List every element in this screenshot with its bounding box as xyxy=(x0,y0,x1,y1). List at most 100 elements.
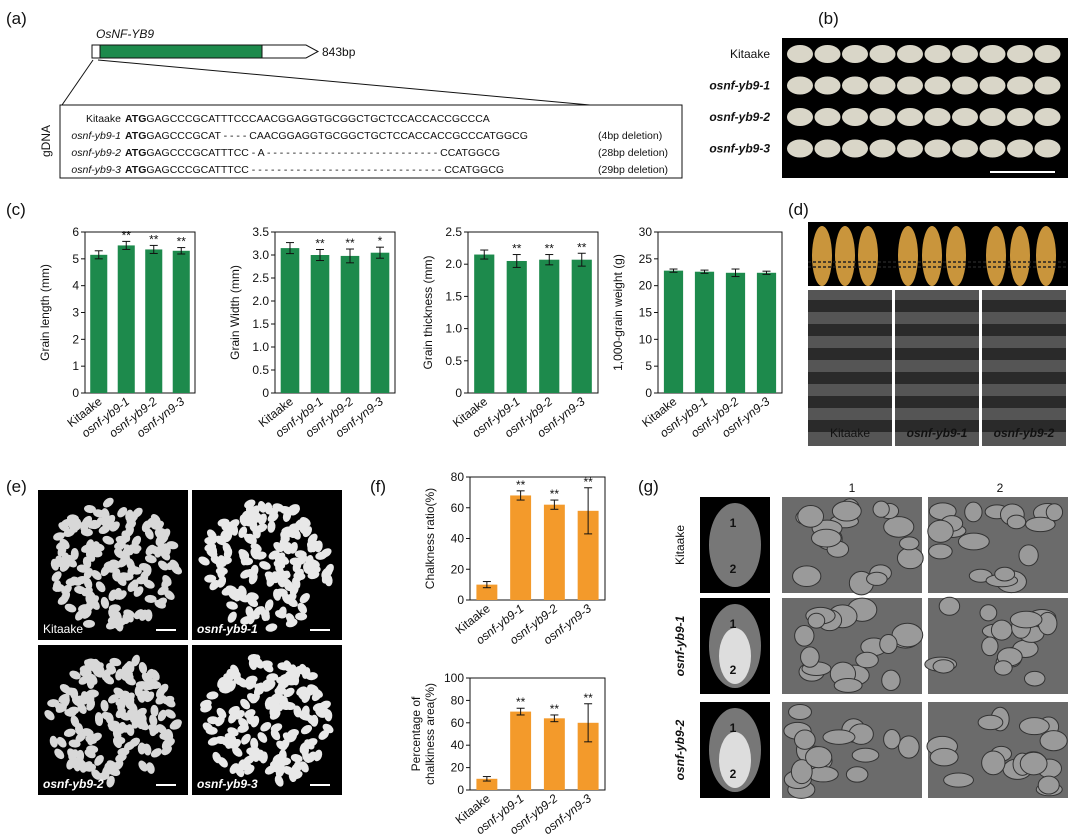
bar xyxy=(340,255,360,393)
grain xyxy=(131,654,140,667)
grain xyxy=(243,755,255,765)
bar xyxy=(725,272,746,393)
significance: ** xyxy=(550,702,560,716)
grain xyxy=(278,570,291,579)
grain xyxy=(90,664,103,673)
hull-ridge xyxy=(895,396,979,408)
granule xyxy=(979,604,998,622)
grain xyxy=(315,708,326,718)
grain xyxy=(267,520,276,533)
y-tick-label: 2 xyxy=(72,332,79,346)
grain xyxy=(106,620,118,630)
y-tick-label: 40 xyxy=(451,532,465,546)
gdna-label: gDNA xyxy=(39,125,53,157)
grain xyxy=(251,512,261,524)
grain xyxy=(260,609,270,621)
grain xyxy=(274,610,287,619)
sequence-rows: Kitaake ATGGAGCCCGCATTTCCCAACGGAGGTGCGGCT… xyxy=(71,113,668,176)
caption: osnf-yb9-1 xyxy=(907,426,968,440)
grain xyxy=(842,108,868,126)
grain xyxy=(149,724,158,737)
grain xyxy=(144,594,157,603)
grain xyxy=(952,45,978,63)
grain xyxy=(84,590,96,600)
hull-ridge xyxy=(808,324,892,336)
grain xyxy=(144,528,154,540)
granule xyxy=(993,660,1013,676)
grain xyxy=(261,679,271,691)
grain xyxy=(100,699,109,712)
bar xyxy=(543,504,565,600)
y-tick-label: 5 xyxy=(645,359,652,373)
granule xyxy=(1039,730,1068,752)
sequence-rest: GAGCCCGCAT - - - - CAACGGAGGTGCGGCTGCTCC… xyxy=(146,130,528,142)
grain xyxy=(204,543,217,552)
grain xyxy=(318,729,329,740)
panel-label: (c) xyxy=(6,200,26,219)
hull-ridge xyxy=(808,300,892,312)
grain xyxy=(108,589,118,601)
grain xyxy=(162,574,172,586)
grain xyxy=(250,715,260,728)
seed xyxy=(946,226,966,286)
grain xyxy=(157,527,169,538)
grain xyxy=(158,560,169,571)
endosperm-sem: 1 2 Kitaake 1 2 osnf-yb9-1 1 2 osnf-yb9-2 1 2 xyxy=(673,481,1068,799)
grain xyxy=(117,506,128,518)
region-label: 2 xyxy=(730,767,737,781)
plot-frame xyxy=(274,231,396,394)
significance: ** xyxy=(315,236,325,250)
granule xyxy=(896,547,924,570)
grain xyxy=(55,555,64,568)
grain xyxy=(75,609,85,621)
grain xyxy=(44,709,55,721)
grain xyxy=(220,530,229,543)
grain-piles: Kitaake osnf-yb9-1 osnf-yb9-2 osnf-yb9-3 xyxy=(38,490,342,795)
y-axis-label: chalkiness area(%) xyxy=(423,683,437,785)
hull-sem: Kitaake osnf-yb9-1 osnf-yb9-2 xyxy=(808,290,1066,446)
grain xyxy=(869,108,896,126)
significance: ** xyxy=(149,232,159,246)
granule xyxy=(1009,610,1043,629)
y-tick-label: 15 xyxy=(639,306,653,320)
grain xyxy=(228,519,240,529)
seed xyxy=(898,226,918,286)
grain xyxy=(101,508,110,521)
grain xyxy=(76,749,85,762)
granule xyxy=(938,596,961,616)
grain xyxy=(787,76,813,95)
grain xyxy=(150,704,159,717)
grain xyxy=(84,749,96,759)
grain xyxy=(288,664,297,677)
significance: ** xyxy=(177,235,187,249)
y-axis-label: Percentage of xyxy=(409,696,423,771)
grain xyxy=(80,528,93,537)
grain xyxy=(103,675,115,685)
grain xyxy=(322,723,334,734)
grain xyxy=(207,716,220,725)
granule xyxy=(928,543,953,560)
chalky-region xyxy=(719,732,751,788)
grain xyxy=(108,767,121,777)
y-tick-label: 3.5 xyxy=(252,225,269,239)
grain xyxy=(268,550,280,560)
grain xyxy=(297,690,308,701)
line-name: osnf-yb9-2 xyxy=(71,147,121,159)
granule xyxy=(822,729,856,745)
sequence: ATGGAGCCCGCATTTCCCAACGGAGGTGCGGCTGCTCCAC… xyxy=(125,113,490,125)
hull-ridge xyxy=(982,300,1066,312)
grain xyxy=(141,672,152,684)
grain xyxy=(239,514,249,527)
grain xyxy=(117,747,130,756)
column-label: 1 xyxy=(849,481,856,495)
grain xyxy=(106,662,115,675)
grain xyxy=(293,705,302,718)
grain xyxy=(1007,139,1033,158)
row-label: osnf-yb9-1 xyxy=(709,79,770,93)
grain xyxy=(308,565,321,574)
grain xyxy=(164,709,176,719)
grain xyxy=(70,547,79,560)
grain xyxy=(278,749,287,762)
grain xyxy=(87,519,100,529)
y-axis-label: Grain thickness (mm) xyxy=(421,255,435,369)
